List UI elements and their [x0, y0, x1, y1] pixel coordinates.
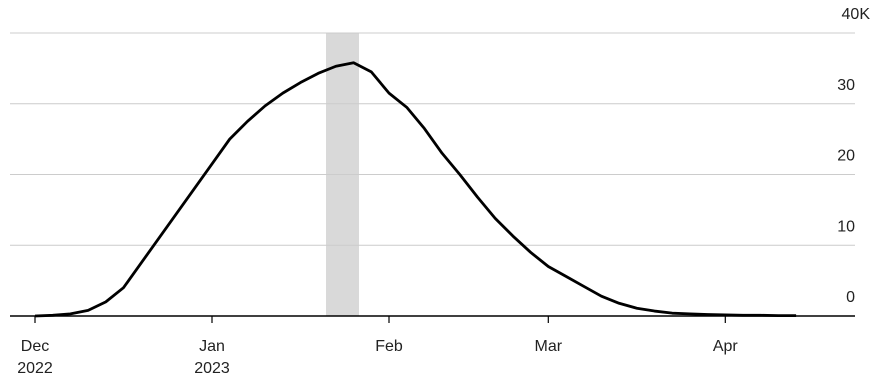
- x-tick-label: Dec 2022: [17, 338, 53, 377]
- x-tick-label: Jan 2023: [194, 338, 230, 377]
- x-tick-label: Mar: [534, 338, 563, 355]
- y-tick-label: 10: [837, 218, 855, 235]
- line: [34, 61, 797, 318]
- x-tick-label: Feb: [375, 338, 403, 355]
- y-tick-label: 30: [837, 77, 855, 94]
- x-tick-label: Apr: [712, 338, 738, 355]
- y-tick-label: 20: [837, 148, 855, 165]
- y-tick-label: 40K: [842, 6, 871, 23]
- y-tick-label: 0: [846, 289, 855, 306]
